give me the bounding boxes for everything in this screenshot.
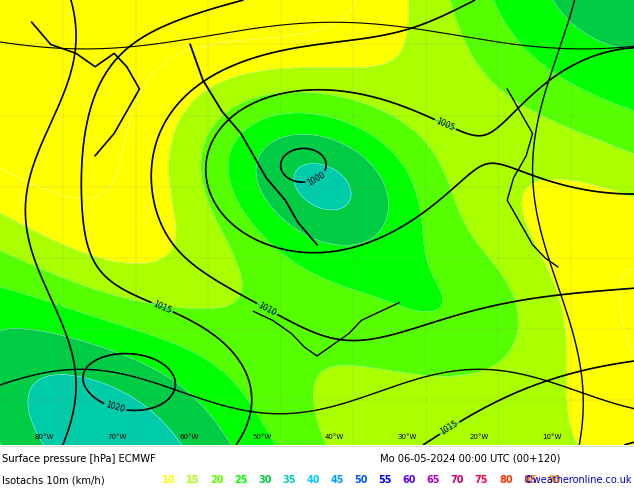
Text: 80°W: 80°W <box>35 435 54 441</box>
Text: 1015: 1015 <box>439 419 460 437</box>
Text: 1005: 1005 <box>434 116 456 132</box>
Text: 55: 55 <box>378 475 392 486</box>
Text: 50°W: 50°W <box>252 435 271 441</box>
Text: 40°W: 40°W <box>325 435 344 441</box>
Text: 85: 85 <box>523 475 536 486</box>
Text: 60: 60 <box>403 475 416 486</box>
Text: 70°W: 70°W <box>107 435 127 441</box>
Text: 90: 90 <box>547 475 560 486</box>
Text: 35: 35 <box>282 475 295 486</box>
Text: 80: 80 <box>499 475 512 486</box>
Text: 15: 15 <box>186 475 199 486</box>
Text: 65: 65 <box>427 475 440 486</box>
Text: 1015: 1015 <box>152 299 173 315</box>
Text: 20°W: 20°W <box>470 435 489 441</box>
Text: 30: 30 <box>258 475 271 486</box>
Text: 20: 20 <box>210 475 223 486</box>
Text: Surface pressure [hPa] ECMWF: Surface pressure [hPa] ECMWF <box>2 454 156 464</box>
Text: 75: 75 <box>475 475 488 486</box>
Text: 10: 10 <box>162 475 175 486</box>
Text: 1000: 1000 <box>306 170 327 188</box>
Text: 1020: 1020 <box>105 401 126 415</box>
Text: 45: 45 <box>330 475 344 486</box>
Text: 30°W: 30°W <box>397 435 417 441</box>
Text: Mo 06-05-2024 00:00 UTC (00+120): Mo 06-05-2024 00:00 UTC (00+120) <box>380 454 561 464</box>
Text: 50: 50 <box>354 475 368 486</box>
Text: ©weatheronline.co.uk: ©weatheronline.co.uk <box>524 475 632 486</box>
Text: 1010: 1010 <box>257 300 278 318</box>
Text: 60°W: 60°W <box>179 435 199 441</box>
Text: 25: 25 <box>234 475 247 486</box>
Text: Isotachs 10m (km/h): Isotachs 10m (km/h) <box>2 475 111 486</box>
Text: 10°W: 10°W <box>542 435 561 441</box>
Text: 40: 40 <box>306 475 320 486</box>
Text: 70: 70 <box>451 475 464 486</box>
